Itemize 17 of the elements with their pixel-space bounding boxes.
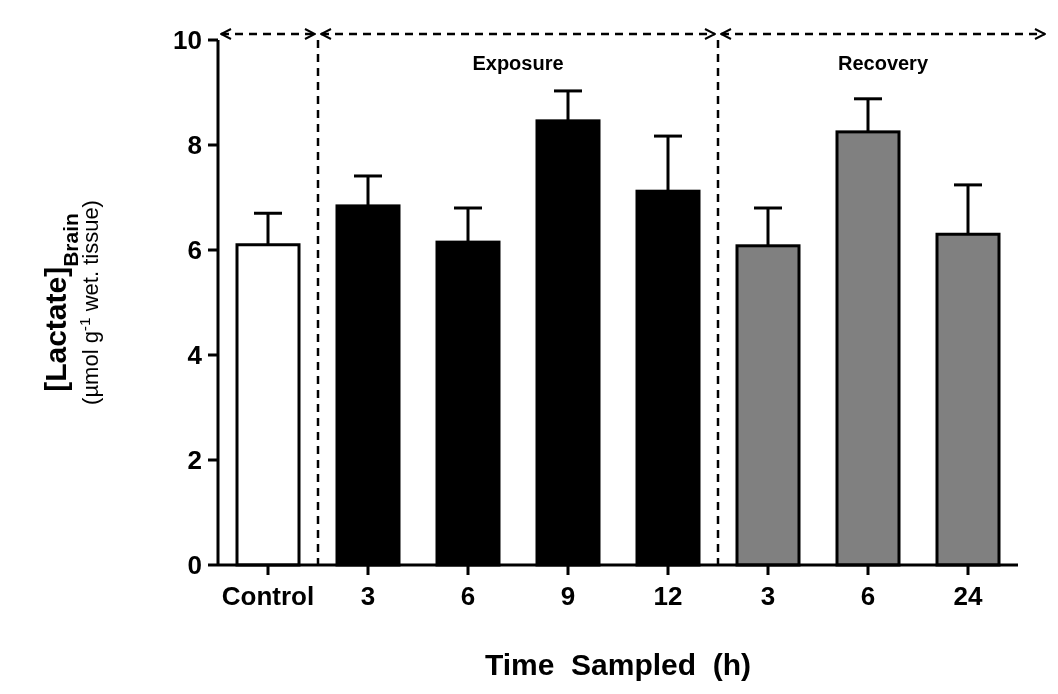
x-tick-label: 6: [860, 581, 876, 611]
y-tick-label: 8: [187, 130, 202, 161]
y-tick-label: 4: [187, 340, 203, 371]
x-axis-title: Time Sampled (h): [484, 648, 752, 681]
x-tick-label: 3: [360, 581, 376, 611]
annotation: Recovery: [837, 52, 929, 74]
x-tick-label: 12: [653, 581, 683, 611]
annotation: Exposure: [472, 52, 564, 74]
y-tick-label: 6: [187, 235, 202, 266]
x-tick-label: 3: [760, 581, 776, 611]
y-tick-label: 10: [173, 25, 202, 56]
x-tick-label: 9: [560, 581, 576, 611]
x-tick-label: 24: [953, 581, 983, 611]
y-tick-label: 2: [187, 445, 202, 476]
y-tick-label: 0: [187, 550, 202, 581]
x-tick-label: Control: [221, 581, 315, 611]
x-tick-label: 6: [460, 581, 476, 611]
